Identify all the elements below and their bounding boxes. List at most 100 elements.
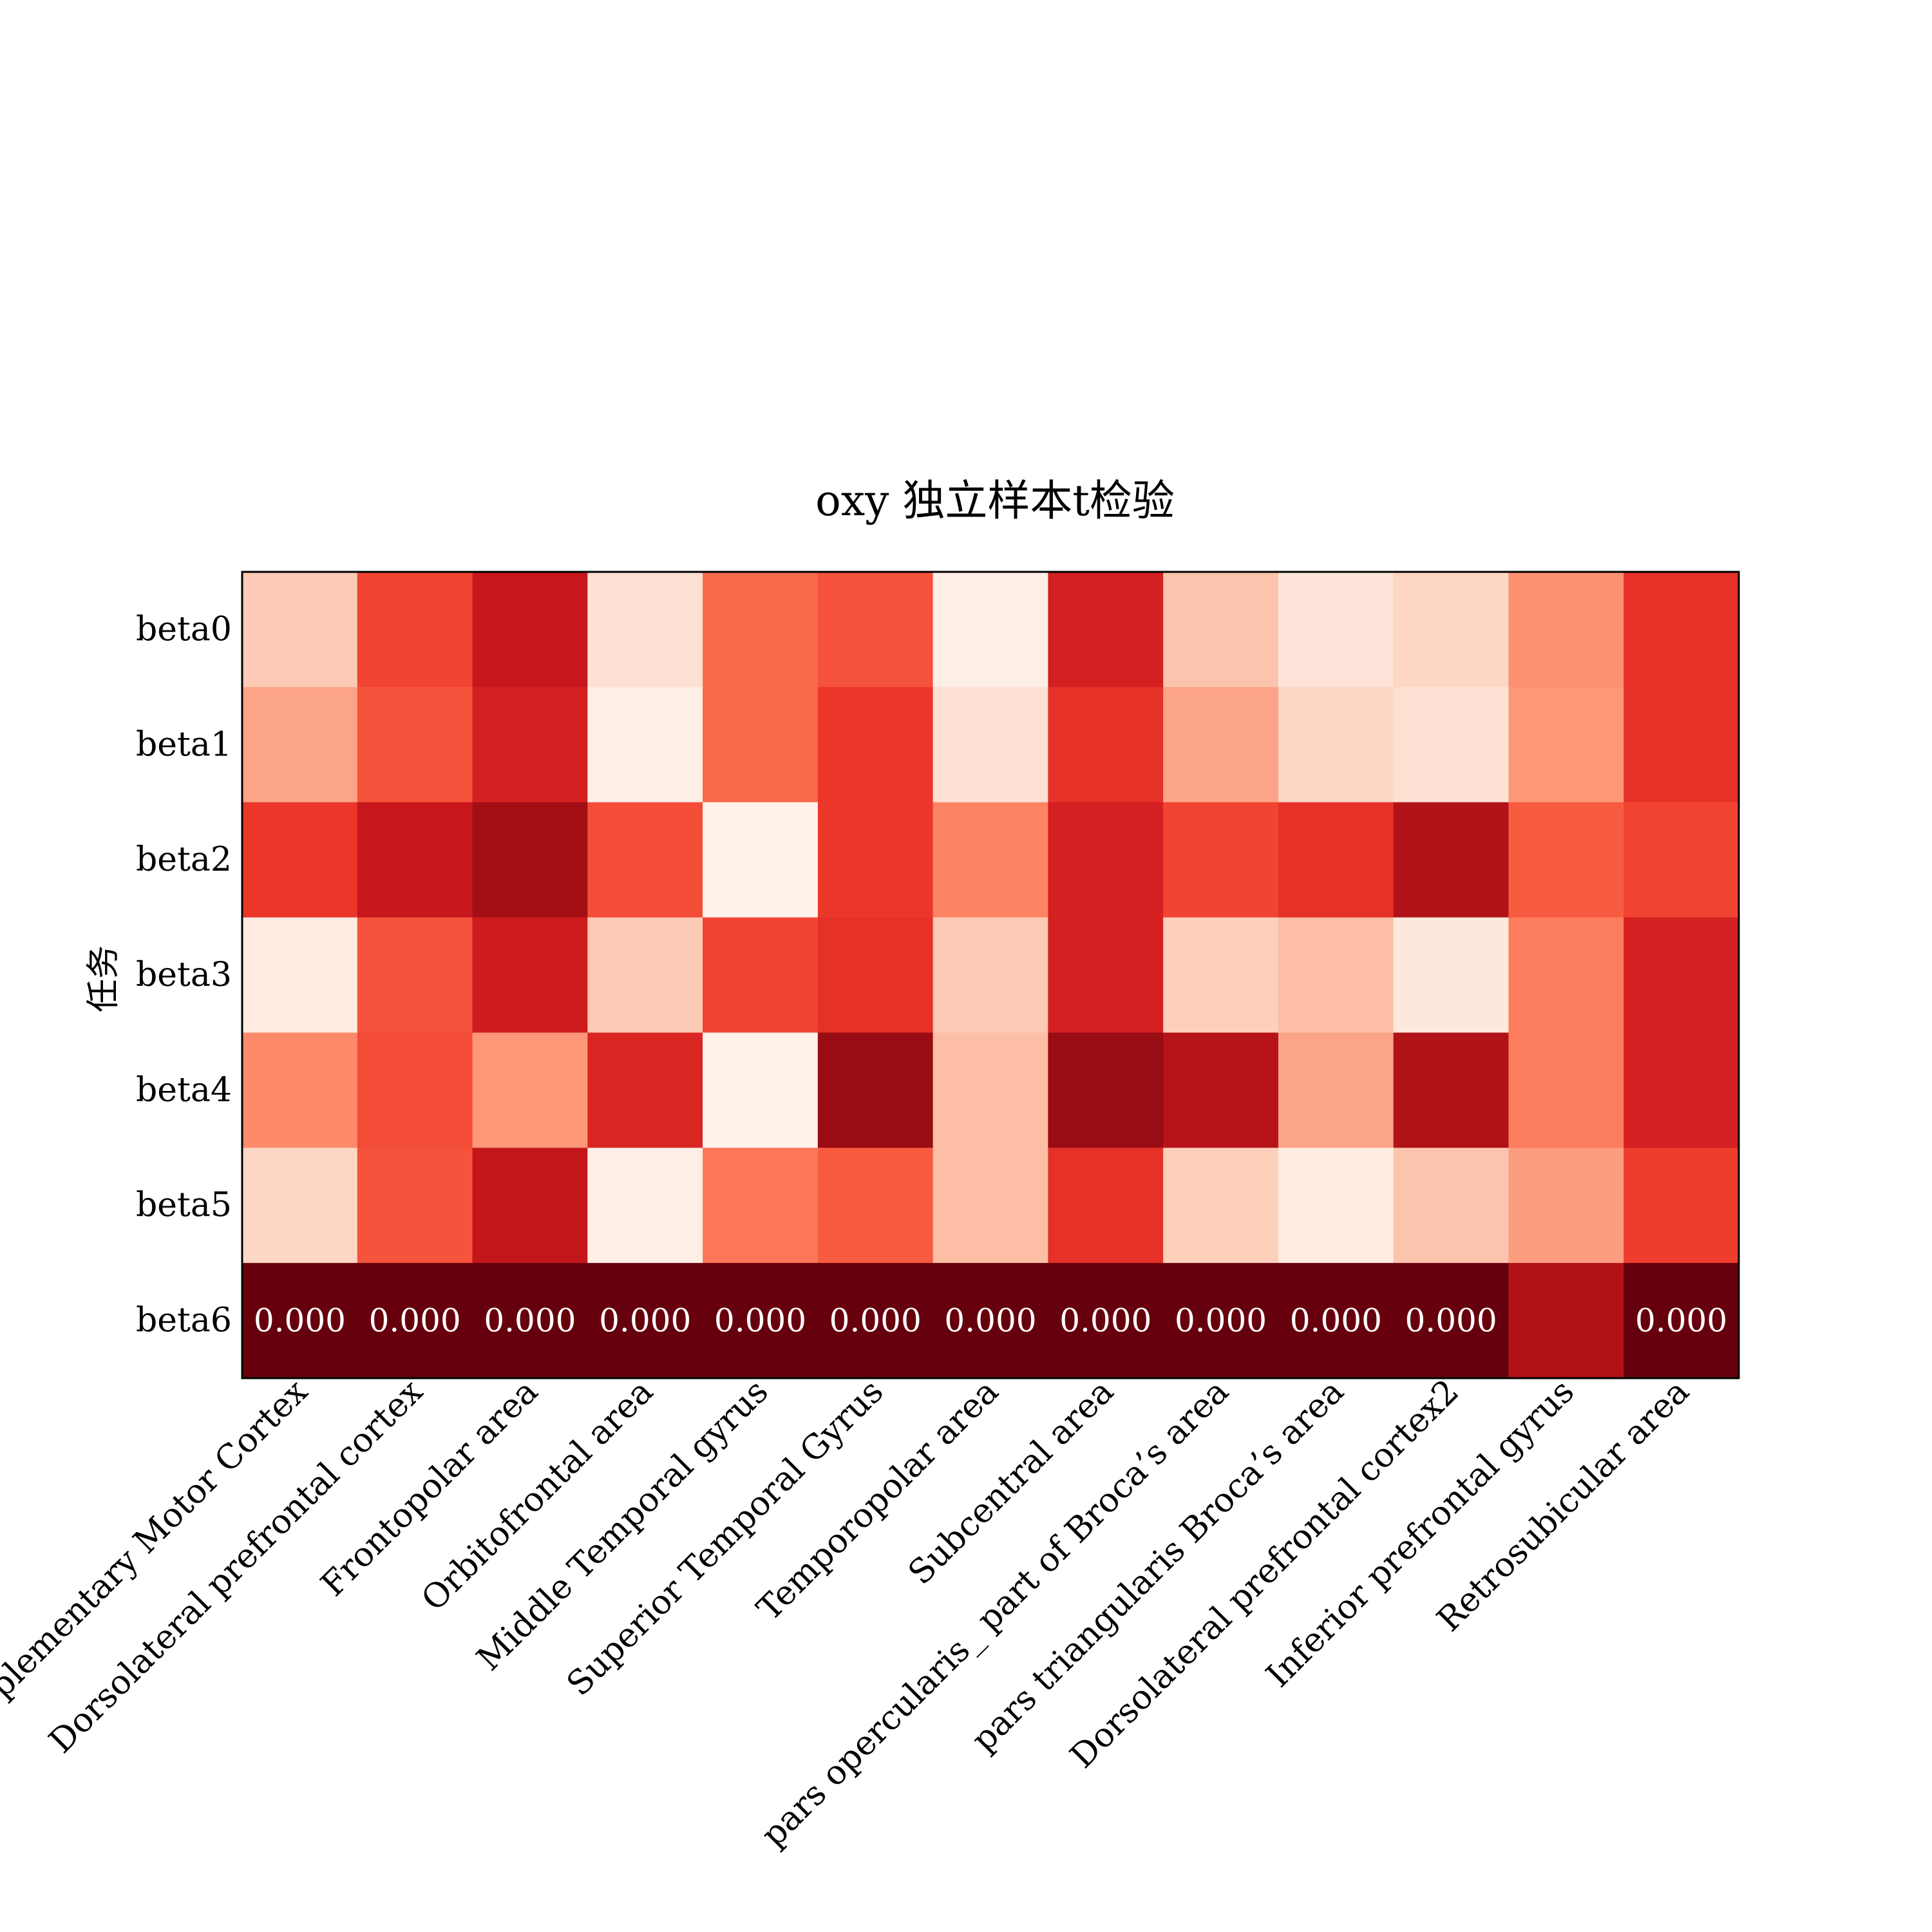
y-tick-label: beta2	[136, 840, 232, 879]
heatmap-cell-beta6-8	[1163, 1263, 1279, 1379]
heatmap-cell-beta3-12	[1624, 917, 1739, 1034]
heatmap-cell-beta5-5	[817, 1148, 934, 1264]
heatmap-cell-beta6-10	[1393, 1263, 1510, 1379]
heatmap-cell-beta4-1	[357, 1032, 473, 1148]
heatmap-cell-beta1-9	[1278, 687, 1394, 803]
heatmap-cell-beta1-7	[1048, 687, 1164, 803]
heatmap-cell-beta0-12	[1624, 572, 1739, 688]
heatmap-cell-beta4-3	[587, 1032, 703, 1148]
heatmap-cell-beta3-11	[1508, 917, 1624, 1034]
heatmap-cell-beta6-11	[1508, 1263, 1624, 1379]
heatmap-cell-beta2-0	[242, 802, 358, 918]
heatmap-cell-beta4-0	[242, 1032, 358, 1148]
chart-title: oxy 独立样本t检验	[815, 476, 1175, 526]
heatmap-cell-beta3-4	[703, 917, 819, 1034]
heatmap-cell-beta1-0	[242, 687, 358, 803]
heatmap-cell-beta5-1	[357, 1148, 473, 1264]
heatmap-cell-beta6-7	[1048, 1263, 1164, 1379]
heatmap-cell-beta5-7	[1048, 1148, 1164, 1264]
x-tick-label: Subcentral area	[901, 1372, 1121, 1593]
heatmap-cell-beta5-4	[703, 1148, 819, 1264]
heatmap-cell-beta5-0	[242, 1148, 358, 1264]
y-tick-label: beta6	[136, 1302, 232, 1340]
y-tick-label: beta5	[136, 1186, 232, 1225]
heatmap-cell-beta6-6	[933, 1263, 1048, 1379]
heatmap-cell-beta0-1	[357, 572, 473, 688]
heatmap-cell-beta3-5	[817, 917, 934, 1034]
heatmap-cell-beta1-8	[1163, 687, 1279, 803]
y-tick-label: beta3	[136, 956, 232, 994]
heatmap-cell-beta2-3	[587, 802, 703, 918]
cell-annotation: 0.000	[1059, 1302, 1151, 1340]
heatmap-cell-beta2-10	[1393, 802, 1510, 918]
heatmap-cell-beta4-11	[1508, 1032, 1624, 1148]
heatmap-cell-beta4-4	[703, 1032, 819, 1148]
heatmap-cell-beta4-5	[817, 1032, 934, 1148]
heatmap-cell-beta6-9	[1278, 1263, 1394, 1379]
heatmap-cell-beta1-1	[357, 687, 473, 803]
heatmap-cell-beta6-4	[703, 1263, 819, 1379]
heatmap-cell-beta2-12	[1624, 802, 1739, 918]
heatmap-cell-beta0-6	[933, 572, 1048, 688]
heatmap-cell-beta4-8	[1163, 1032, 1279, 1148]
heatmap-cell-beta0-8	[1163, 572, 1279, 688]
heatmap-cell-beta2-4	[703, 802, 819, 918]
heatmap-cell-beta3-1	[357, 917, 473, 1034]
heatmap-cell-beta2-8	[1163, 802, 1279, 918]
cell-annotation: 0.000	[484, 1302, 576, 1340]
heatmap-cell-beta0-11	[1508, 572, 1624, 688]
heatmap-cell-beta1-6	[933, 687, 1048, 803]
heatmap-cell-beta0-7	[1048, 572, 1164, 688]
heatmap-cell-beta5-8	[1163, 1148, 1279, 1264]
heatmap-cell-beta3-6	[933, 917, 1048, 1034]
heatmap-cell-beta1-5	[817, 687, 934, 803]
heatmap-cell-beta0-5	[817, 572, 934, 688]
heatmap-cell-beta4-6	[933, 1032, 1048, 1148]
y-tick-label: beta1	[136, 725, 232, 764]
heatmap-cell-beta2-1	[357, 802, 473, 918]
heatmap-cell-beta1-3	[587, 687, 703, 803]
cell-annotation: 0.000	[944, 1302, 1036, 1340]
cell-annotation: 0.000	[714, 1302, 806, 1340]
cell-annotation: 0.000	[599, 1302, 691, 1340]
heatmap-cell-beta0-2	[472, 572, 588, 688]
heatmap-cell-beta2-2	[472, 802, 588, 918]
heatmap-cell-beta6-3	[587, 1263, 703, 1379]
x-tick-label: Orbitofrontal area	[414, 1372, 661, 1619]
heatmap-cell-beta5-2	[472, 1148, 588, 1264]
heatmap-cell-beta6-12	[1624, 1263, 1739, 1379]
heatmap-cell-beta0-9	[1278, 572, 1394, 688]
heatmap-cell-beta1-10	[1393, 687, 1510, 803]
heatmap-cell-beta6-5	[817, 1263, 934, 1379]
heatmap-cell-beta2-9	[1278, 802, 1394, 918]
heatmap-cell-beta0-10	[1393, 572, 1510, 688]
heatmap-cell-beta1-2	[472, 687, 588, 803]
heatmap-cell-beta5-6	[933, 1148, 1048, 1264]
y-axis-label: 任务	[84, 945, 123, 1012]
heatmap-cell-beta3-9	[1278, 917, 1394, 1034]
cell-annotation: 0.000	[369, 1302, 461, 1340]
heatmap-cell-beta3-10	[1393, 917, 1510, 1034]
heatmap-cell-beta3-8	[1163, 917, 1279, 1034]
heatmap-cell-beta0-4	[703, 572, 819, 688]
heatmap-cell-beta5-11	[1508, 1148, 1624, 1264]
heatmap-cell-beta2-7	[1048, 802, 1164, 918]
heatmap-cell-beta5-3	[587, 1148, 703, 1264]
heatmap-cell-beta6-0	[242, 1263, 358, 1379]
cell-annotation: 0.000	[829, 1302, 922, 1340]
cell-annotation: 0.000	[1405, 1302, 1497, 1340]
heatmap-cell-beta3-2	[472, 917, 588, 1034]
y-tick-label: beta0	[136, 610, 232, 649]
heatmap-cell-beta4-10	[1393, 1032, 1510, 1148]
heatmap-cell-beta5-12	[1624, 1148, 1739, 1264]
heatmap-cell-beta3-3	[587, 917, 703, 1034]
heatmap-cell-beta3-7	[1048, 917, 1164, 1034]
heatmap-cell-beta3-0	[242, 917, 358, 1034]
heatmap-cell-beta5-9	[1278, 1148, 1394, 1264]
heatmap-cell-beta0-3	[587, 572, 703, 688]
heatmap-cell-beta2-5	[817, 802, 934, 918]
heatmap-cell-beta1-11	[1508, 687, 1624, 803]
heatmap-cell-beta0-0	[242, 572, 358, 688]
cell-annotation: 0.000	[254, 1302, 346, 1340]
